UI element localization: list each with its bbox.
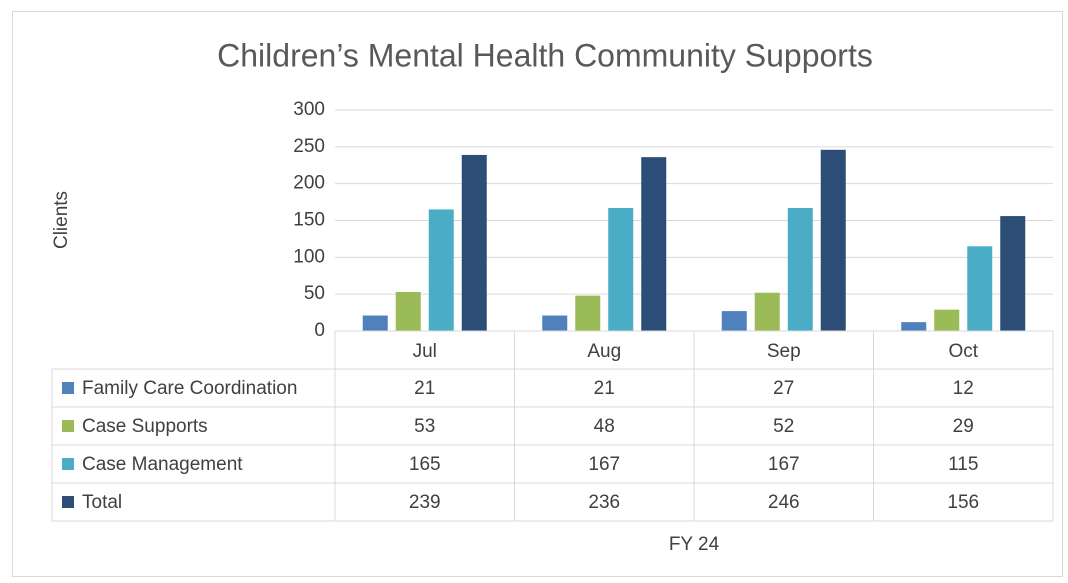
bar bbox=[967, 246, 993, 331]
table-value: 246 bbox=[768, 492, 800, 513]
legend-label: Family Care Coordination bbox=[82, 378, 297, 399]
chart-title: Children’s Mental Health Community Suppo… bbox=[217, 37, 873, 73]
table-value: 165 bbox=[409, 454, 441, 475]
table-value: 27 bbox=[773, 378, 794, 399]
table-value: 167 bbox=[588, 454, 620, 475]
table-value: 21 bbox=[594, 378, 615, 399]
bar bbox=[820, 149, 846, 331]
bar bbox=[901, 322, 927, 331]
table-value: 239 bbox=[409, 492, 441, 513]
x-tick-label: Sep bbox=[767, 341, 801, 362]
bar bbox=[461, 154, 487, 331]
bar bbox=[395, 291, 421, 331]
legend-label: Case Supports bbox=[82, 416, 208, 437]
table-value: 53 bbox=[414, 416, 435, 437]
table-value: 48 bbox=[594, 416, 615, 437]
x-axis-label: FY 24 bbox=[669, 534, 720, 555]
table-value: 29 bbox=[953, 416, 974, 437]
bar bbox=[428, 209, 454, 331]
bar bbox=[787, 207, 813, 331]
legend-label: Case Management bbox=[82, 454, 243, 475]
bar bbox=[641, 157, 667, 331]
y-tick-label: 0 bbox=[314, 320, 325, 341]
bar bbox=[575, 295, 601, 331]
bar bbox=[721, 311, 747, 331]
y-tick-label: 50 bbox=[304, 283, 325, 304]
table-value: 167 bbox=[768, 454, 800, 475]
y-axis-label: Clients bbox=[51, 191, 72, 249]
bar bbox=[754, 292, 780, 331]
bar bbox=[362, 315, 388, 331]
x-tick-label: Oct bbox=[948, 341, 978, 362]
bar bbox=[934, 309, 960, 331]
x-tick-label: Aug bbox=[587, 341, 621, 362]
x-tick-label: Jul bbox=[413, 341, 437, 362]
y-tick-label: 200 bbox=[293, 173, 325, 194]
y-tick-label: 150 bbox=[293, 210, 325, 231]
y-tick-label: 100 bbox=[293, 246, 325, 267]
bar bbox=[542, 315, 568, 331]
table-value: 115 bbox=[948, 454, 978, 475]
table-value: 12 bbox=[953, 378, 974, 399]
table-value: 236 bbox=[588, 492, 620, 513]
legend-key bbox=[62, 382, 74, 394]
bar bbox=[1000, 216, 1026, 331]
table-value: 52 bbox=[773, 416, 794, 437]
legend-key bbox=[62, 496, 74, 508]
legend-label: Total bbox=[82, 492, 122, 513]
y-tick-label: 300 bbox=[293, 99, 325, 120]
table-value: 156 bbox=[947, 492, 979, 513]
bar bbox=[608, 207, 634, 331]
table-value: 21 bbox=[414, 378, 435, 399]
legend-key bbox=[62, 458, 74, 470]
legend-key bbox=[62, 420, 74, 432]
y-tick-label: 250 bbox=[293, 136, 325, 157]
